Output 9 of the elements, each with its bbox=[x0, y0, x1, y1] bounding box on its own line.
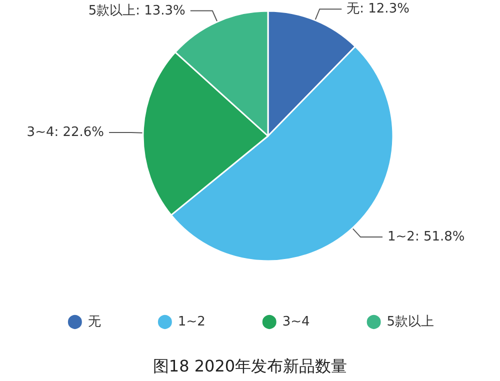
legend-label: 5款以上 bbox=[386, 314, 434, 330]
text: 图18 2020年发布新品数量 bbox=[152, 356, 348, 376]
data-label: 无: 12.3% bbox=[346, 2, 410, 17]
data-label: 3~4: 22.6% bbox=[26, 125, 104, 140]
legend-label: 1~2 bbox=[178, 314, 206, 330]
legend-label: 3~4 bbox=[282, 314, 310, 330]
legend-label: 无 bbox=[88, 314, 101, 330]
data-label: 5款以上: 13.3% bbox=[88, 3, 186, 18]
data-label: 1~2: 51.8% bbox=[388, 230, 465, 245]
